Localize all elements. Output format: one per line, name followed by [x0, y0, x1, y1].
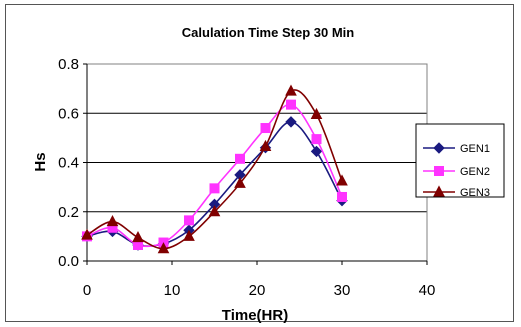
- data-point: [208, 205, 221, 217]
- data-point: [260, 123, 271, 134]
- y-tick-label: 0.4: [58, 155, 79, 172]
- series-line: [86, 103, 343, 248]
- y-axis-title: Hs: [32, 152, 49, 171]
- data-point: [209, 183, 220, 194]
- axis-layer: 0.0 0.2 0.4 0.6 0.8 0 10 20 30 40: [58, 56, 435, 299]
- y-tick-label: 0.2: [58, 204, 79, 221]
- data-point: [81, 228, 93, 240]
- y-tick-label: 0.8: [58, 56, 79, 73]
- legend-box: [415, 123, 505, 198]
- legend-label: GEN2: [460, 166, 490, 178]
- data-point: [132, 231, 144, 243]
- legend-marker: [433, 185, 445, 197]
- legend-item-gen3: GEN3: [423, 185, 490, 199]
- legend-item-gen1: GEN1: [423, 142, 490, 155]
- data-point: [184, 215, 194, 226]
- data-point: [285, 116, 297, 128]
- series-layer: [81, 84, 348, 254]
- data-point: [234, 176, 246, 188]
- data-point: [286, 99, 296, 110]
- legend-marker: [433, 142, 445, 154]
- data-point: [336, 174, 348, 186]
- data-point: [183, 229, 195, 241]
- legend-marker: [434, 166, 444, 176]
- x-tick-label: 10: [164, 282, 181, 299]
- data-point: [310, 107, 323, 119]
- data-point: [310, 145, 323, 158]
- data-point: [337, 191, 347, 202]
- y-tick-label: 0.0: [58, 253, 79, 270]
- x-tick-label: 30: [334, 282, 351, 299]
- legend-label: GEN1: [460, 143, 490, 155]
- legend: GEN1 GEN2 GEN3: [415, 123, 505, 199]
- data-point: [259, 139, 272, 151]
- series-gen3: [81, 84, 348, 254]
- data-point: [157, 242, 170, 254]
- data-point: [235, 153, 245, 164]
- chart-title: Calulation Time Step 30 Min: [182, 25, 354, 40]
- y-tick-label: 0.6: [58, 105, 79, 122]
- legend-label: GEN3: [460, 187, 490, 199]
- x-tick-label: 40: [419, 282, 436, 299]
- legend-item-gen2: GEN2: [423, 166, 490, 178]
- x-tick-label: 0: [83, 282, 91, 299]
- data-point: [106, 215, 119, 227]
- x-tick-label: 20: [249, 282, 266, 299]
- series-gen2: [82, 99, 347, 250]
- data-point: [311, 134, 322, 145]
- x-axis-title: Time(HR): [222, 307, 288, 324]
- data-point: [285, 84, 297, 96]
